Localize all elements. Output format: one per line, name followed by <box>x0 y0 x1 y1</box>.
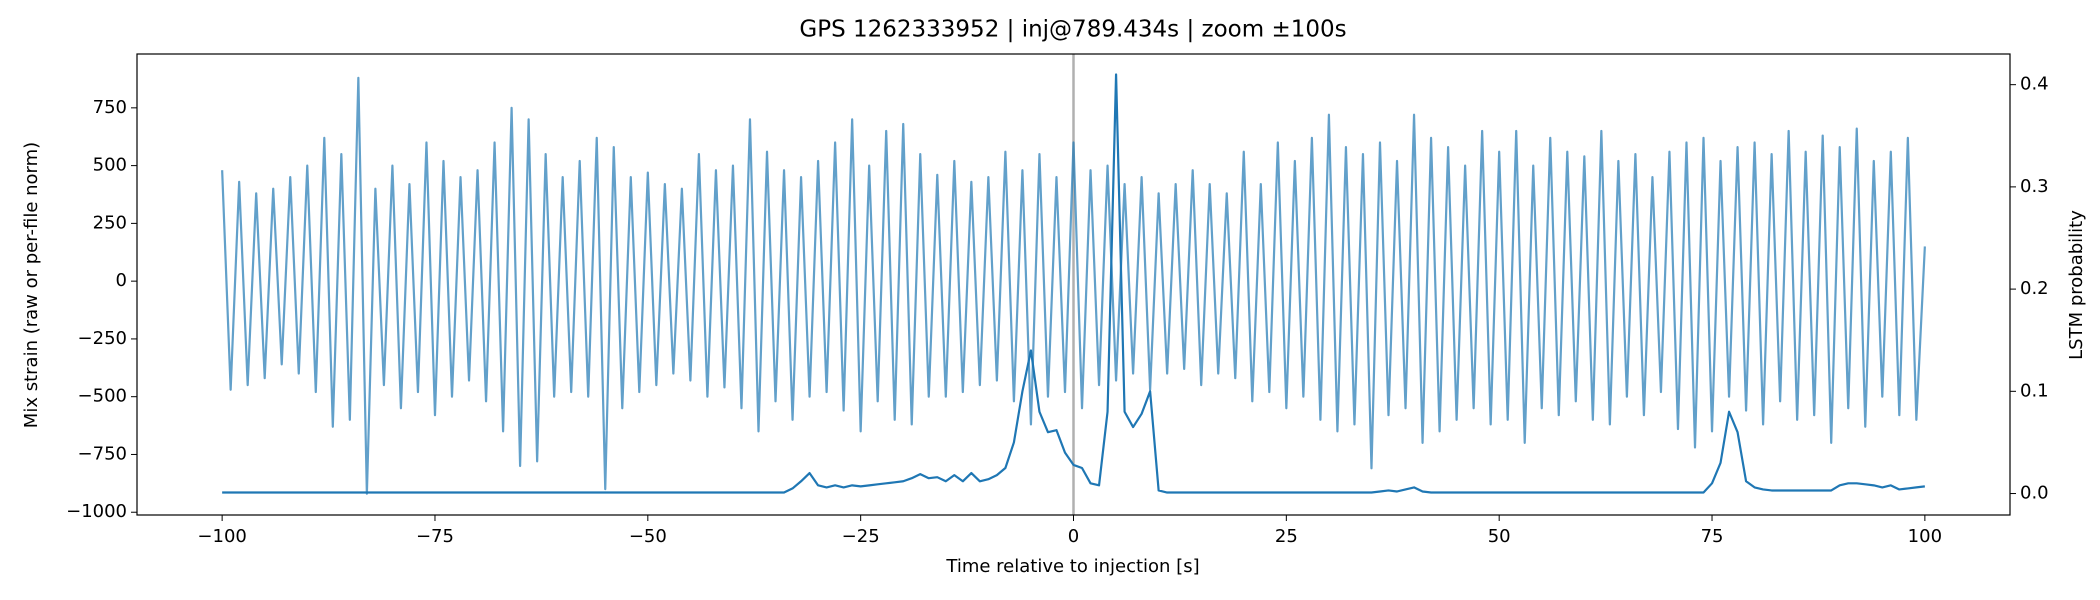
chart-title: GPS 1262333952 | inj@789.434s | zoom ±10… <box>799 17 1346 43</box>
y-tick-label: −1000 <box>66 501 127 522</box>
y2-tick-label: 0.1 <box>2020 380 2049 401</box>
series-line <box>222 73 1925 494</box>
y-tick-label: 0 <box>116 270 127 291</box>
y2-tick-label: 0.0 <box>2020 483 2049 504</box>
x-tick-label: −75 <box>416 526 454 547</box>
x-tick-label: 75 <box>1701 526 1724 547</box>
x-tick-label: −100 <box>197 526 246 547</box>
plot-frame <box>136 53 2011 516</box>
x-tick-label: −25 <box>842 526 880 547</box>
y-tick-label: −750 <box>78 443 127 464</box>
series-line <box>221 76 1926 495</box>
y-tick-label: −500 <box>78 386 127 407</box>
x-tick-label: 25 <box>1275 526 1298 547</box>
x-tick-label: −50 <box>629 526 667 547</box>
y-tick-label: 250 <box>93 212 127 233</box>
x-axis-label: Time relative to injection [s] <box>945 556 1199 577</box>
x-tick-label: 100 <box>1908 526 1942 547</box>
y-axis-label: Mix strain (raw or per-file norm) <box>21 142 42 428</box>
y-tick-label: −250 <box>78 328 127 349</box>
x-tick-label: 50 <box>1488 526 1511 547</box>
y2-tick-label: 0.3 <box>2020 176 2049 197</box>
y-tick-label: 500 <box>93 155 127 176</box>
y2-axis-label: LSTM probability <box>2066 210 2087 360</box>
y-tick-label: 750 <box>93 97 127 118</box>
y2-tick-label: 0.2 <box>2020 278 2049 299</box>
y2-tick-label: 0.4 <box>2020 74 2049 95</box>
x-tick-label: 0 <box>1068 526 1079 547</box>
